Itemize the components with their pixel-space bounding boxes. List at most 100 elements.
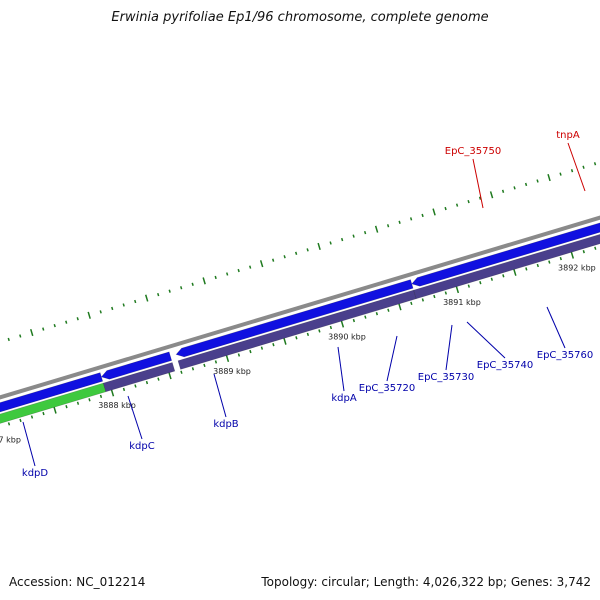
gene-labels-layer: 3887 kbp 3888 kbp 3889 kbp 3890 kbp 3891 kbp… <box>0 130 596 479</box>
tick-mark <box>283 255 286 259</box>
gene-label-kdpA: kdpA <box>331 393 356 404</box>
tick-mark <box>374 225 379 233</box>
tick-mark <box>329 325 333 330</box>
tick-mark <box>410 301 413 306</box>
tick-mark <box>421 213 424 218</box>
tick-mark <box>76 317 79 321</box>
tick-mark <box>145 380 149 385</box>
tick-mark <box>570 251 575 259</box>
tick-mark <box>525 267 528 271</box>
tick-mark <box>375 312 379 316</box>
gene-label-tnpA: tnpA <box>556 130 580 141</box>
gene-label-kdpD: kdpD <box>22 468 48 479</box>
tick-mark <box>467 284 470 288</box>
tick-mark <box>490 277 493 281</box>
tick-mark <box>65 405 68 409</box>
leader-line-kdpA <box>337 346 345 392</box>
scale-tick-label: 3890 kbp <box>328 332 366 341</box>
cds-feature-kdpA <box>413 234 600 300</box>
tick-mark <box>421 298 425 302</box>
tick-mark <box>87 311 91 319</box>
tick-mark <box>409 217 413 221</box>
backbone-layer <box>0 215 600 400</box>
tick-mark <box>524 182 528 187</box>
tick-mark <box>352 318 356 323</box>
tick-mark <box>547 173 551 182</box>
tick-mark <box>249 265 252 269</box>
scale-tick-label: 3891 kbp <box>443 298 481 307</box>
tick-mark <box>340 237 344 242</box>
tick-mark <box>501 189 505 193</box>
tick-mark <box>42 411 45 416</box>
leader-line-EpC_35720 <box>386 335 398 382</box>
tick-mark <box>318 329 321 333</box>
tick-mark <box>168 372 172 380</box>
gene-label-EpC_35730: EpC_35730 <box>418 372 474 383</box>
tick-mark <box>352 234 355 238</box>
tick-mark <box>249 349 252 354</box>
tick-mark <box>489 191 494 199</box>
tick-mark <box>363 231 367 235</box>
gene-feature-kdpD <box>0 372 104 413</box>
reverse-tick-row <box>7 246 597 426</box>
tick-mark <box>467 200 470 204</box>
tick-mark <box>157 292 160 297</box>
tick-mark <box>432 208 436 216</box>
tick-mark <box>88 398 91 402</box>
tick-mark <box>65 320 68 324</box>
tick-mark <box>559 172 562 176</box>
tick-mark <box>237 353 241 357</box>
tick-mark <box>340 320 345 328</box>
gene-feature-kdpA <box>411 222 600 287</box>
gene-feature-kdpB <box>175 279 414 358</box>
backbone-line <box>0 215 600 400</box>
genome-summary-text: Topology: circular; Length: 4,026,322 bp… <box>261 575 591 589</box>
leader-line-tnpA <box>567 142 586 192</box>
tick-mark <box>283 337 287 345</box>
tick-mark <box>19 418 22 423</box>
tick-mark <box>99 394 103 399</box>
scale-tick-label: 3888 kbp <box>98 401 136 410</box>
tick-mark <box>594 246 597 250</box>
tick-mark <box>260 346 264 350</box>
leader-line-kdpB <box>213 373 227 418</box>
gene-label-EpC_35720: EpC_35720 <box>359 383 415 394</box>
tick-mark <box>582 250 585 254</box>
leader-line-EpC_35760 <box>546 306 566 349</box>
tick-mark <box>306 248 309 252</box>
tick-mark <box>180 370 183 374</box>
leader-line-EpC_35730 <box>445 324 453 371</box>
tick-mark <box>317 242 321 250</box>
tick-mark <box>536 263 539 268</box>
tick-mark <box>203 363 206 368</box>
tick-mark <box>110 389 115 397</box>
accession-text: Accession: NC_012214 <box>9 575 146 589</box>
leader-line-kdpD <box>22 421 36 467</box>
gene-label-EpC_35740: EpC_35740 <box>477 360 533 371</box>
tick-mark <box>548 260 551 264</box>
gene-feature-kdpC <box>100 351 173 380</box>
tick-mark <box>259 260 264 268</box>
tick-mark <box>30 415 34 419</box>
tick-mark <box>134 299 137 304</box>
scale-tick-label: 3887 kbp <box>0 436 21 445</box>
tick-mark <box>42 327 45 331</box>
gene-label-EpC_35750: EpC_35750 <box>445 146 501 157</box>
tick-mark <box>386 224 390 228</box>
tick-mark <box>53 323 56 328</box>
tick-mark <box>364 315 367 319</box>
tick-mark <box>513 186 516 190</box>
tick-marks-layer <box>7 162 597 426</box>
tick-mark <box>168 289 171 293</box>
tick-mark <box>272 343 275 347</box>
gene-label-EpC_35760: EpC_35760 <box>537 350 593 361</box>
tick-mark <box>513 268 517 276</box>
tick-mark <box>53 406 57 414</box>
tick-mark <box>455 286 460 294</box>
tick-mark <box>144 294 149 302</box>
cds-feature-kdpC <box>102 362 176 393</box>
tick-mark <box>191 367 195 371</box>
gene-features-layer <box>0 222 600 424</box>
